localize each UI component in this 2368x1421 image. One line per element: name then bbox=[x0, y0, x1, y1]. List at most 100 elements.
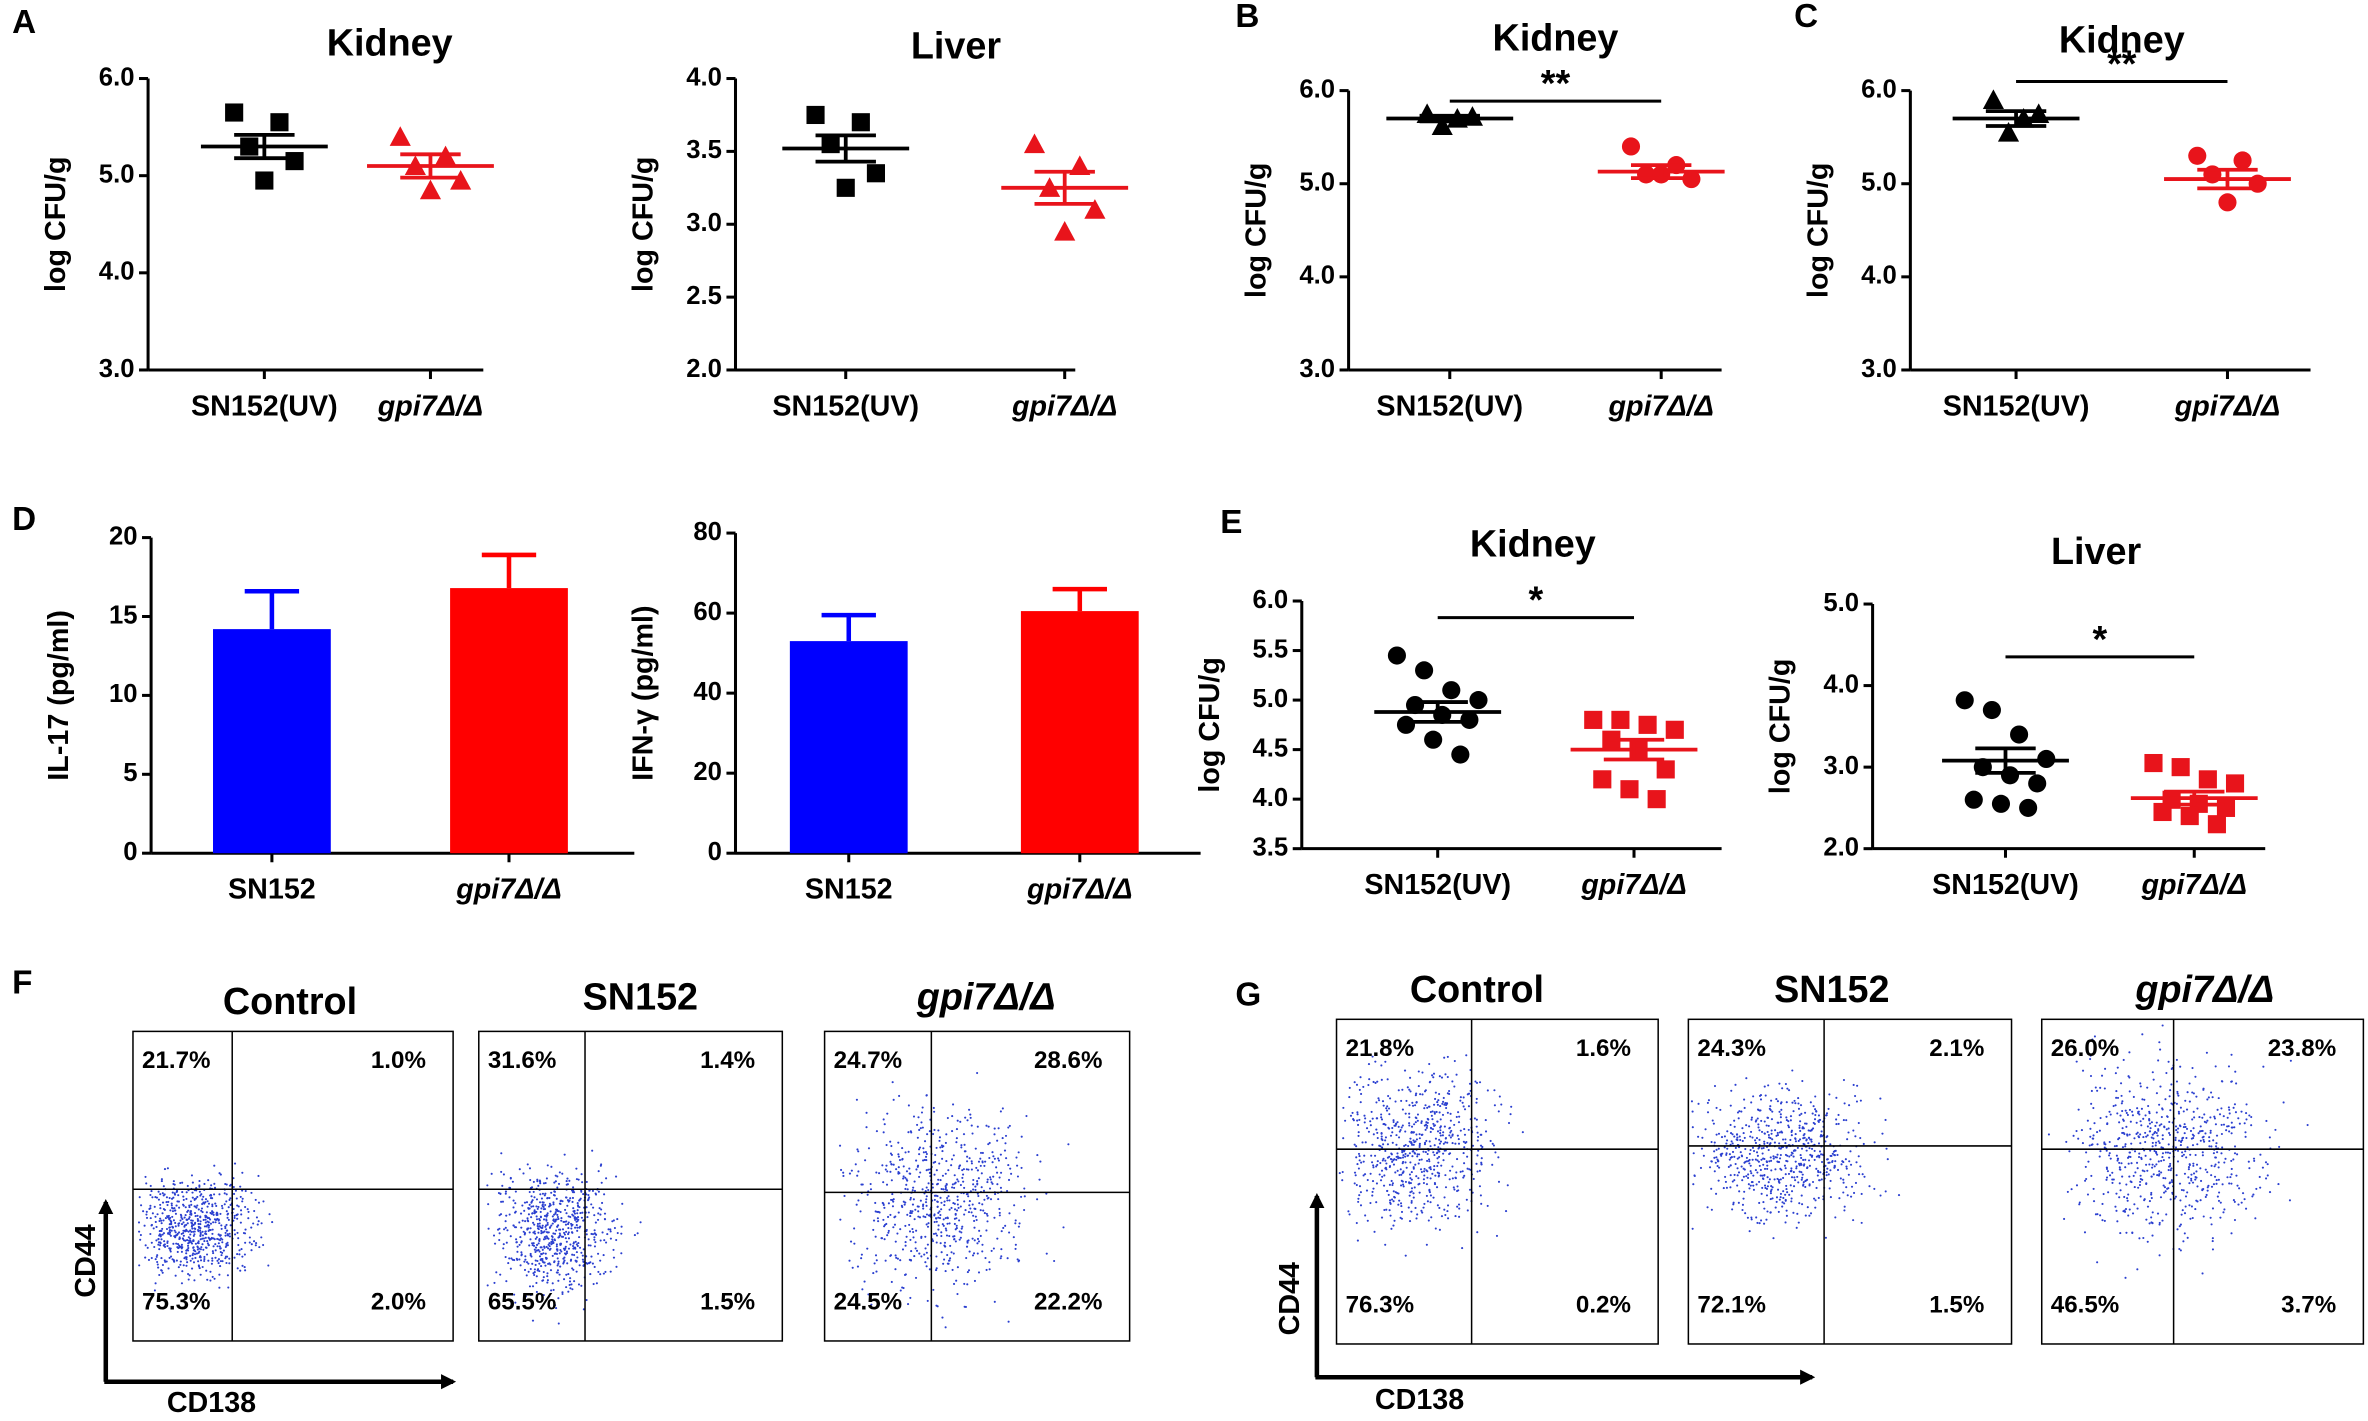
event-dot bbox=[891, 1193, 894, 1196]
event-dot bbox=[188, 1274, 191, 1277]
event-dot bbox=[2137, 1155, 2141, 1159]
event-dot bbox=[574, 1226, 577, 1229]
event-dot bbox=[201, 1211, 204, 1214]
event-dot bbox=[201, 1237, 204, 1240]
event-dot bbox=[1692, 1152, 1695, 1155]
event-dot bbox=[940, 1251, 943, 1254]
event-dot bbox=[597, 1212, 600, 1215]
event-dot bbox=[203, 1240, 206, 1243]
event-dot bbox=[2209, 1129, 2212, 1132]
event-dot bbox=[2146, 1086, 2149, 1089]
event-dot bbox=[1773, 1178, 1776, 1181]
event-dot bbox=[946, 1222, 949, 1225]
event-dot bbox=[1475, 1081, 1479, 1084]
event-dot bbox=[936, 1182, 939, 1185]
event-dot bbox=[555, 1208, 558, 1211]
event-dot bbox=[564, 1237, 567, 1240]
event-dot bbox=[1742, 1197, 1745, 1200]
quadrant-label: 1.5% bbox=[1929, 1292, 1984, 1319]
event-dot bbox=[220, 1204, 224, 1207]
event-dot bbox=[232, 1185, 235, 1189]
event-dot bbox=[1410, 1210, 1413, 1213]
event-dot bbox=[1747, 1173, 1750, 1176]
event-dot bbox=[994, 1193, 997, 1196]
event-dot bbox=[503, 1228, 506, 1231]
event-dot bbox=[574, 1259, 577, 1262]
event-dot bbox=[2254, 1217, 2257, 1220]
event-dot bbox=[1799, 1138, 1802, 1141]
event-dot bbox=[2215, 1134, 2219, 1137]
event-dot bbox=[1798, 1124, 1801, 1127]
event-dot bbox=[999, 1186, 1002, 1189]
event-dot bbox=[1758, 1222, 1761, 1225]
event-dot bbox=[211, 1228, 214, 1231]
event-dot bbox=[2252, 1193, 2255, 1196]
event-dot bbox=[1404, 1161, 1407, 1164]
event-dot bbox=[2175, 1058, 2178, 1061]
event-dot bbox=[2131, 1231, 2134, 1235]
event-dot bbox=[180, 1223, 184, 1226]
event-dot bbox=[153, 1205, 156, 1208]
sem-bar bbox=[815, 133, 876, 164]
event-dot bbox=[536, 1269, 539, 1272]
event-dot bbox=[2230, 1232, 2233, 1235]
event-dot bbox=[1808, 1214, 1811, 1217]
event-dot bbox=[1837, 1113, 1840, 1117]
event-dot bbox=[2190, 1137, 2193, 1140]
event-dot bbox=[160, 1178, 163, 1181]
event-dot bbox=[2099, 1116, 2102, 1120]
event-dot bbox=[1400, 1173, 1403, 1176]
event-dot bbox=[915, 1249, 919, 1252]
event-dot bbox=[1000, 1171, 1003, 1174]
event-dot bbox=[2210, 1164, 2213, 1167]
event-dot bbox=[925, 1152, 928, 1156]
event-dot bbox=[953, 1238, 956, 1241]
event-dot bbox=[1778, 1110, 1781, 1113]
event-dot bbox=[1835, 1096, 1838, 1099]
event-dot bbox=[2160, 1115, 2163, 1119]
event-dot bbox=[1389, 1097, 1392, 1100]
event-dot bbox=[919, 1127, 922, 1130]
event-dot bbox=[2229, 1176, 2232, 1179]
event-dot bbox=[205, 1233, 208, 1236]
event-dot bbox=[137, 1221, 141, 1224]
event-dot bbox=[178, 1246, 181, 1249]
event-dot bbox=[1431, 1118, 1434, 1121]
event-dot bbox=[2183, 1123, 2186, 1126]
event-dot bbox=[1762, 1163, 1765, 1166]
event-dot bbox=[2243, 1198, 2246, 1201]
event-dot bbox=[1398, 1130, 1401, 1133]
event-dot bbox=[181, 1246, 184, 1249]
event-dot bbox=[1371, 1117, 1374, 1120]
error-bar bbox=[821, 612, 876, 642]
event-dot bbox=[528, 1207, 531, 1210]
event-dot bbox=[553, 1194, 556, 1197]
event-dot bbox=[1400, 1126, 1403, 1129]
event-dot bbox=[567, 1237, 571, 1240]
event-dot bbox=[532, 1242, 535, 1245]
x-tick-label: gpi7Δ/Δ bbox=[1026, 874, 1132, 906]
event-dot bbox=[224, 1257, 227, 1260]
event-dot bbox=[203, 1255, 206, 1259]
event-dot bbox=[2098, 1155, 2101, 1158]
event-dot bbox=[914, 1241, 917, 1244]
chart-title: gpi7Δ/Δ bbox=[916, 976, 1056, 1018]
point bbox=[2225, 774, 2245, 793]
event-dot bbox=[904, 1151, 907, 1154]
event-dot bbox=[964, 1305, 967, 1309]
event-dot bbox=[1017, 1260, 1020, 1263]
event-dot bbox=[952, 1103, 955, 1106]
event-dot bbox=[529, 1238, 532, 1241]
event-dot bbox=[997, 1127, 1000, 1130]
event-dot bbox=[988, 1141, 991, 1145]
event-dot bbox=[955, 1141, 958, 1144]
event-dot bbox=[2223, 1208, 2226, 1211]
event-dot bbox=[909, 1238, 912, 1241]
event-dot bbox=[1358, 1194, 1361, 1197]
event-dot bbox=[1793, 1099, 1796, 1102]
event-dot bbox=[2081, 1069, 2085, 1072]
event-dot bbox=[1762, 1201, 1765, 1204]
event-dot bbox=[1805, 1149, 1808, 1152]
event-dot bbox=[2228, 1130, 2231, 1133]
event-dot bbox=[612, 1248, 615, 1251]
